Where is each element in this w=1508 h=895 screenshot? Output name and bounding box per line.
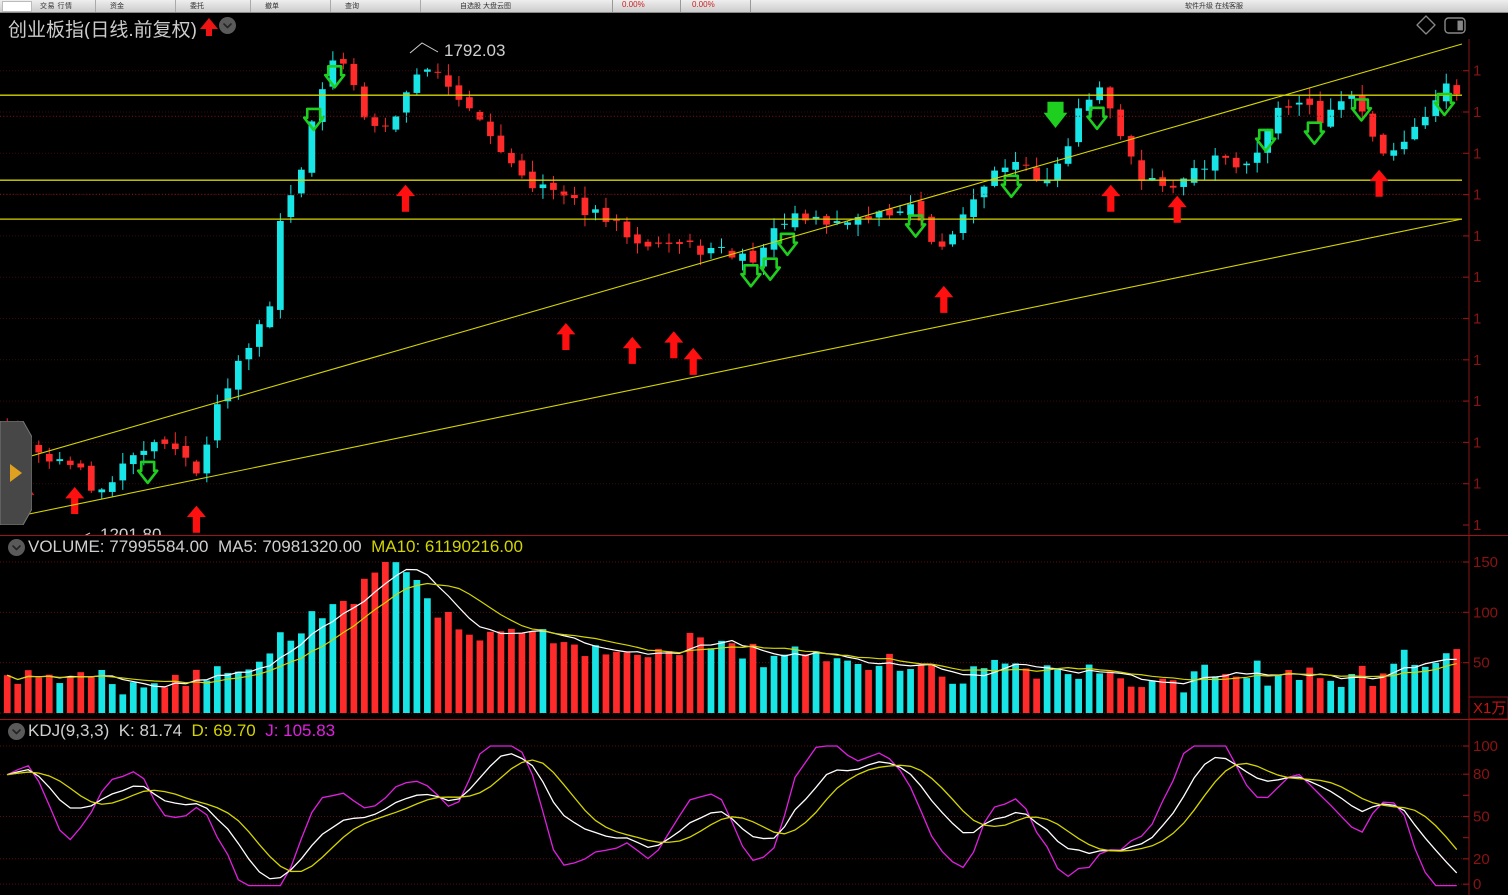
svg-text:1: 1 xyxy=(1473,187,1481,204)
svg-text:50: 50 xyxy=(1473,809,1490,826)
svg-text:1201.80: 1201.80 xyxy=(100,525,161,535)
svg-text:1792.03: 1792.03 xyxy=(444,41,505,60)
svg-text:150: 150 xyxy=(1473,554,1498,571)
svg-text:X1万: X1万 xyxy=(1473,700,1506,717)
svg-text:100: 100 xyxy=(1473,604,1498,621)
svg-text:0: 0 xyxy=(1473,876,1481,893)
svg-text:1: 1 xyxy=(1473,63,1481,80)
svg-text:1: 1 xyxy=(1473,517,1481,534)
svg-text:1: 1 xyxy=(1473,352,1481,369)
svg-text:1: 1 xyxy=(1473,228,1481,245)
svg-text:1: 1 xyxy=(1473,393,1481,410)
svg-text:1: 1 xyxy=(1473,145,1481,162)
svg-text:80: 80 xyxy=(1473,766,1490,783)
svg-text:1: 1 xyxy=(1473,434,1481,451)
svg-text:1: 1 xyxy=(1473,476,1481,493)
svg-text:20: 20 xyxy=(1473,851,1490,868)
svg-text:50: 50 xyxy=(1473,655,1490,672)
svg-text:1: 1 xyxy=(1473,104,1481,121)
svg-text:1: 1 xyxy=(1473,311,1481,328)
svg-text:1: 1 xyxy=(1473,269,1481,286)
svg-text:100: 100 xyxy=(1473,738,1498,755)
